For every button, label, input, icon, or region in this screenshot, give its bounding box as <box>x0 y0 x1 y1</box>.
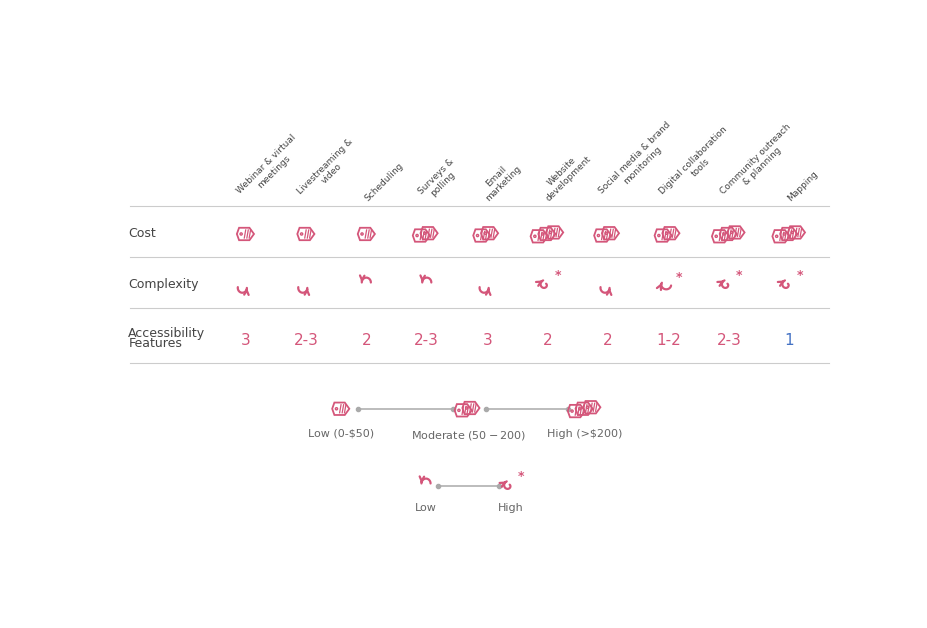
Text: 2-3: 2-3 <box>716 333 741 348</box>
Text: Email
marketing: Email marketing <box>476 157 523 203</box>
Text: High (>$200): High (>$200) <box>547 429 622 439</box>
Text: *: * <box>554 269 561 282</box>
Text: Livestreaming &
video: Livestreaming & video <box>295 137 362 203</box>
Text: *: * <box>517 470 524 483</box>
Text: 2: 2 <box>362 333 371 348</box>
Text: Scheduling: Scheduling <box>362 161 404 203</box>
Text: High: High <box>498 502 524 512</box>
Text: Cost: Cost <box>128 227 156 241</box>
Text: Community outreach
& planning: Community outreach & planning <box>717 122 799 203</box>
Text: 2-3: 2-3 <box>413 333 438 348</box>
Text: Digital collaboration
tools: Digital collaboration tools <box>657 124 736 203</box>
Text: *: * <box>735 269 742 282</box>
Text: *: * <box>795 269 802 282</box>
Text: Features: Features <box>128 337 182 350</box>
Text: Webinar & virtual
meetings: Webinar & virtual meetings <box>235 133 304 203</box>
Text: 2-3: 2-3 <box>293 333 318 348</box>
Text: *: * <box>675 271 681 284</box>
Text: Accessibility: Accessibility <box>128 327 205 340</box>
Text: 1: 1 <box>784 333 794 348</box>
Text: 3: 3 <box>240 333 250 348</box>
Text: Low: Low <box>414 502 437 512</box>
Text: Complexity: Complexity <box>128 278 198 291</box>
Text: Moderate ($50-$200): Moderate ($50-$200) <box>411 429 526 441</box>
Text: Low (0-$50): Low (0-$50) <box>308 429 374 439</box>
Text: 3: 3 <box>482 333 491 348</box>
Text: 2: 2 <box>542 333 552 348</box>
Text: 1-2: 1-2 <box>655 333 680 348</box>
Text: Social media & brand
monitoring: Social media & brand monitoring <box>597 121 679 203</box>
Text: Surveys &
polling: Surveys & polling <box>415 157 462 203</box>
Text: Website
development: Website development <box>537 147 592 203</box>
Text: 2: 2 <box>603 333 612 348</box>
Text: Mapping: Mapping <box>785 170 819 203</box>
